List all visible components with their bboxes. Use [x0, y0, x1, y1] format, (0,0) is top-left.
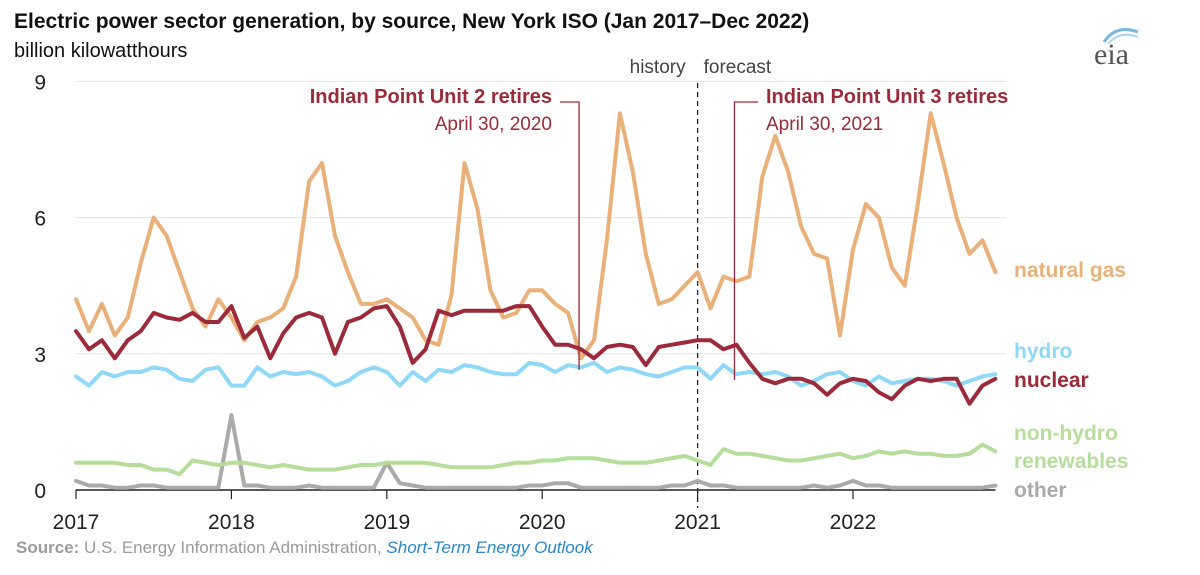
logo-text: eia [1094, 38, 1129, 70]
history-label: history [630, 57, 686, 78]
x-tick-label: 2019 [363, 511, 410, 534]
series-label-renewables: renewables [1014, 450, 1128, 473]
series-label-hydro: hydro [1014, 340, 1072, 363]
source-publication-link[interactable]: Short-Term Energy Outlook [386, 538, 593, 557]
annotation-date: April 30, 2020 [435, 114, 552, 135]
forecast-label: forecast [704, 57, 772, 78]
annotation-title: Indian Point Unit 3 retires [766, 86, 1008, 108]
annotation-leader [560, 101, 580, 370]
series-line-nuclear [74, 304, 998, 406]
series-line-renewables [74, 442, 998, 477]
eia-logo: eia [1094, 28, 1139, 70]
series-label-renewables: non-hydro [1014, 422, 1118, 445]
source-label: Source: [16, 538, 80, 557]
y-tick-label: 6 [34, 208, 46, 231]
series-label-nuclear: nuclear [1014, 369, 1089, 392]
source-note: Source: U.S. Energy Information Administ… [16, 538, 593, 558]
series-line-natural-gas [74, 111, 998, 361]
x-tick-label: 2018 [208, 511, 255, 534]
y-tick-label: 0 [34, 480, 46, 503]
series-line-other [74, 413, 998, 490]
series-label-natural-gas: natural gas [1014, 259, 1126, 282]
y-axis-units-label: billion kilowatthours [14, 40, 188, 62]
x-tick-label: 2020 [519, 511, 566, 534]
x-tick-label: 2017 [53, 511, 100, 534]
series-line-hydro [74, 360, 998, 388]
annotation-title: Indian Point Unit 2 retires [310, 86, 552, 108]
y-tick-label: 3 [34, 344, 46, 367]
x-tick-label: 2022 [830, 511, 877, 534]
series-label-other: other [1014, 479, 1067, 502]
y-tick-label: 9 [34, 71, 46, 94]
annotation-date: April 30, 2021 [766, 114, 883, 135]
chart-title: Electric power sector generation, by sou… [14, 10, 810, 33]
annotation-leader [733, 101, 758, 380]
source-agency: U.S. Energy Information Administration, [84, 538, 382, 557]
x-tick-label: 2021 [674, 511, 721, 534]
